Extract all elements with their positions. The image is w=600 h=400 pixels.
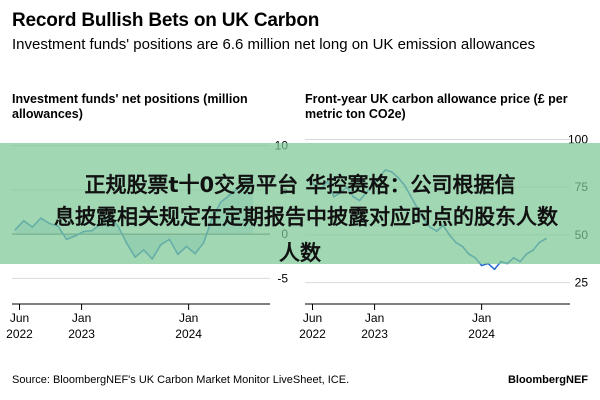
right-panel-title: Front-year UK carbon allowance price (£ … — [305, 92, 568, 121]
data-point — [493, 268, 496, 271]
x-tick-label: 2024 — [468, 327, 495, 341]
y-tick-label: 25 — [575, 276, 589, 290]
brand-logo-text: BloombergNEF — [507, 374, 588, 386]
x-tick-label: Jun — [10, 311, 29, 325]
overlay-text-line-2: 息披露相关规定在定期报告中披露对应时点的股东人数 — [54, 205, 558, 229]
x-tick-label: Jun — [303, 311, 322, 325]
x-tick-label: 2022 — [299, 327, 326, 341]
left-panel-title: Investment funds' net positions (million… — [12, 92, 248, 121]
x-tick-label: 2024 — [175, 327, 202, 341]
overlay-text-line-1: 正规股票t十0交易平台 华控赛格：公司根据信 — [84, 173, 516, 197]
y-tick-label: -5 — [277, 271, 288, 285]
x-tick-label: Jan — [72, 311, 91, 325]
x-tick-label: 2023 — [68, 327, 95, 341]
x-tick-label: Jan — [472, 311, 491, 325]
x-tick-label: 2023 — [361, 327, 388, 341]
x-tick-label: Jan — [365, 311, 384, 325]
overlay-text-line-3: 人数 — [279, 241, 321, 265]
y-tick-label: 100 — [568, 132, 588, 146]
chart-title: Record Bullish Bets on UK Carbon — [12, 10, 320, 31]
data-point — [480, 264, 483, 267]
x-tick-label: Jan — [179, 311, 198, 325]
chart-subtitle: Investment funds' positions are 6.6 mill… — [12, 36, 536, 53]
overlay-banner — [0, 143, 600, 264]
x-tick-label: 2022 — [6, 327, 33, 341]
source-note: Source: BloombergNEF's UK Carbon Market … — [12, 374, 350, 386]
